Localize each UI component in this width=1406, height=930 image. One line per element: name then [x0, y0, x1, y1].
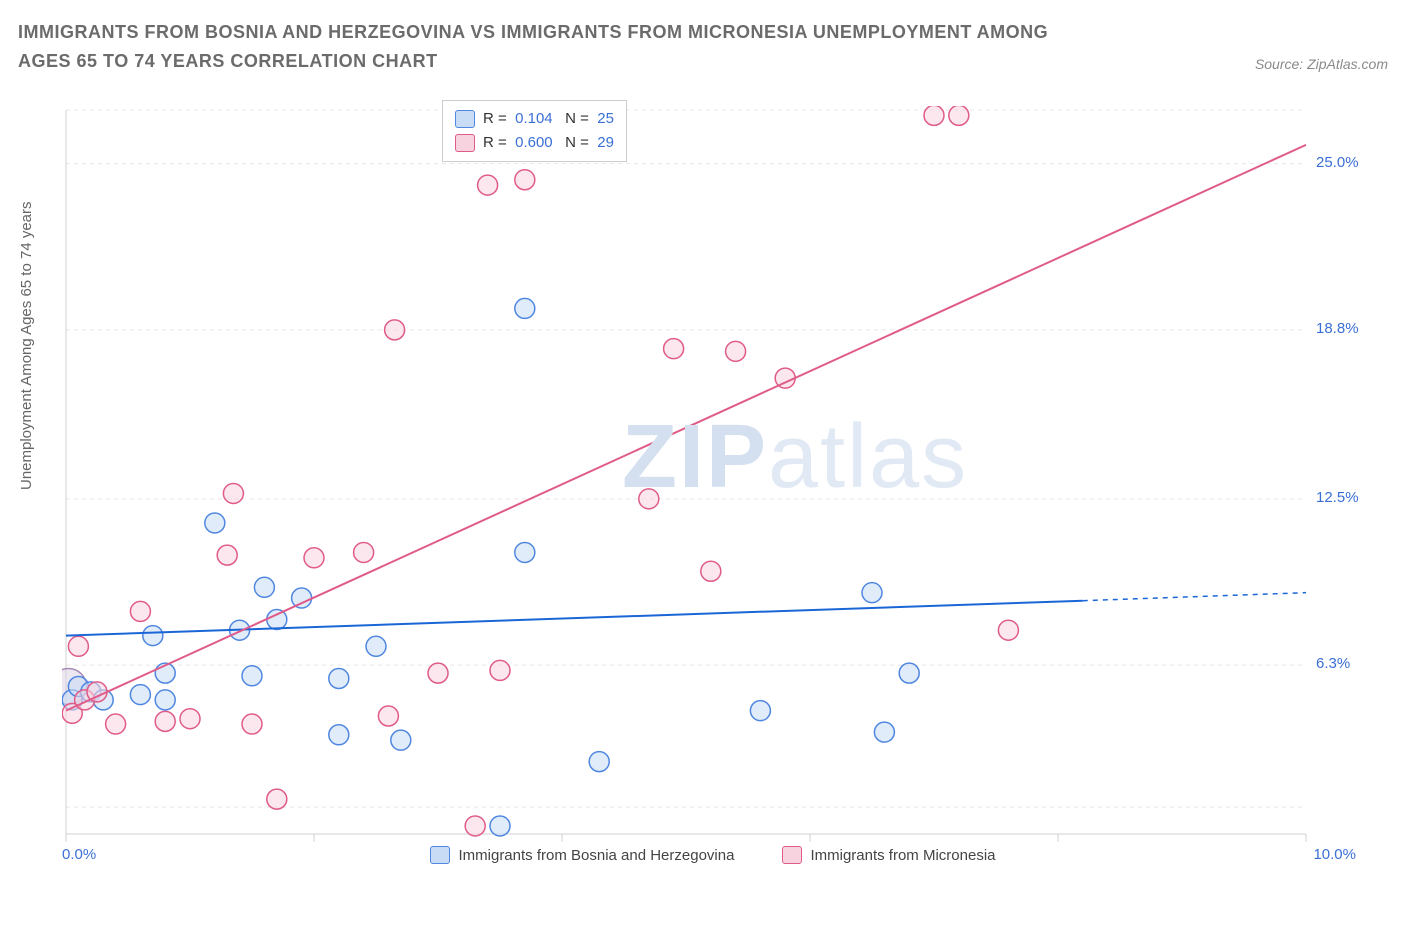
source-name: ZipAtlas.com	[1307, 56, 1388, 72]
source-credit: Source: ZipAtlas.com	[1255, 56, 1388, 72]
legend-swatch	[455, 134, 475, 152]
legend-item: Immigrants from Bosnia and Herzegovina	[430, 846, 734, 864]
series-legend: Immigrants from Bosnia and Herzegovina Im…	[62, 846, 1364, 864]
legend-label: Immigrants from Micronesia	[810, 847, 995, 864]
scatter-chart	[62, 106, 1364, 868]
y-axis-label: Unemployment Among Ages 65 to 74 years	[18, 201, 35, 490]
legend-row: R = 0.104 N = 25	[455, 107, 614, 131]
legend-swatch	[430, 846, 450, 864]
legend-row: R = 0.600 N = 29	[455, 131, 614, 155]
legend-label: Immigrants from Bosnia and Herzegovina	[458, 847, 734, 864]
correlation-legend: R = 0.104 N = 25R = 0.600 N = 29	[442, 100, 627, 162]
plot-area: ZIPatlas R = 0.104 N = 25R = 0.600 N = 2…	[62, 106, 1364, 868]
chart-title: IMMIGRANTS FROM BOSNIA AND HERZEGOVINA V…	[18, 18, 1098, 76]
legend-stats: R = 0.104 N = 25	[483, 107, 614, 131]
y-tick-label: 25.0%	[1316, 154, 1359, 171]
y-tick-label: 18.8%	[1316, 320, 1359, 337]
y-tick-label: 12.5%	[1316, 489, 1359, 506]
source-label: Source:	[1255, 56, 1303, 72]
legend-stats: R = 0.600 N = 29	[483, 131, 614, 155]
legend-swatch	[782, 846, 802, 864]
legend-item: Immigrants from Micronesia	[782, 846, 995, 864]
legend-swatch	[455, 110, 475, 128]
y-tick-label: 6.3%	[1316, 655, 1350, 672]
